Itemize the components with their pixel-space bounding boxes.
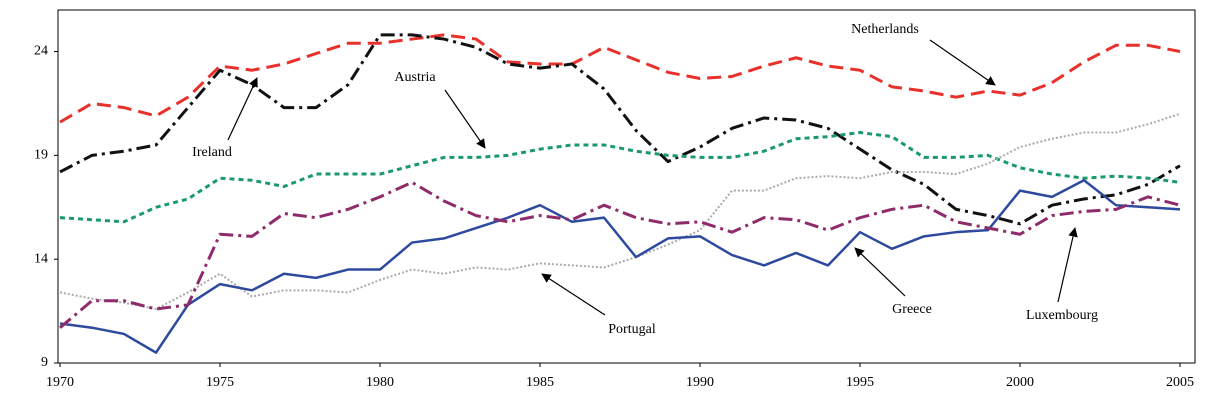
series-label: Ireland [192, 145, 232, 160]
x-tick-label: 1975 [206, 375, 234, 390]
series-line [59, 33, 1181, 124]
series-label: Netherlands [851, 22, 919, 37]
y-tick-label: 19 [34, 148, 48, 163]
annotation-arrow [854, 247, 906, 297]
y-tick-label: 24 [34, 44, 48, 59]
x-tick-label: 1990 [686, 375, 714, 390]
series-line [59, 33, 1181, 226]
annotation-arrow [929, 39, 996, 86]
series-line [59, 180, 1181, 329]
annotation-arrow [541, 273, 606, 316]
x-tick-label: 2000 [1006, 375, 1034, 390]
x-tick-label: 1970 [46, 375, 74, 390]
series-label: Portugal [608, 322, 656, 337]
annotation-arrow [444, 89, 486, 149]
plot-frame [57, 9, 1196, 364]
series-line [59, 179, 1181, 354]
y-tick-label: 14 [34, 251, 48, 266]
x-tick-label: 1980 [366, 375, 394, 390]
series-label: Greece [892, 302, 932, 317]
series-label: Austria [394, 70, 436, 85]
x-tick-label: 2005 [1166, 375, 1194, 390]
annotation-arrow [1057, 227, 1078, 303]
series-line [59, 131, 1181, 224]
x-tick-label: 1985 [526, 375, 554, 390]
y-tick-label: 9 [41, 355, 48, 370]
series-label: Luxembourg [1026, 308, 1098, 323]
annotation-arrow [227, 77, 258, 141]
series-line [59, 112, 1181, 311]
x-tick-label: 1995 [846, 375, 874, 390]
